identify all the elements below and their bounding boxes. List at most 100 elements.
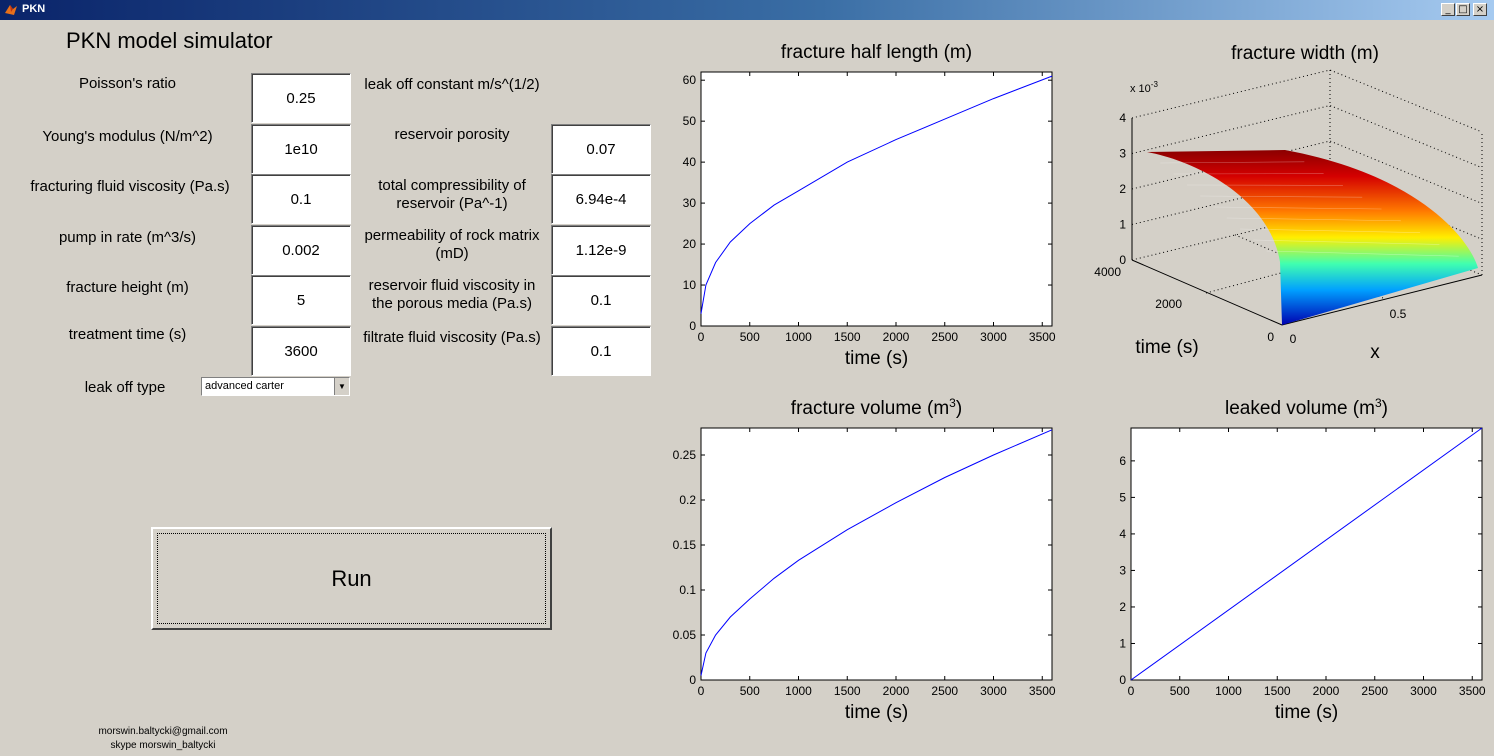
surface-mesh-line [1253, 239, 1440, 245]
x-tick-label: 3000 [980, 684, 1007, 698]
compressibility-input[interactable]: 6.94e-4 [551, 174, 651, 224]
time-tick-label: 4000 [1094, 265, 1121, 279]
y-tick-label: 1 [1119, 636, 1126, 650]
minimize-button[interactable]: _ [1441, 3, 1455, 16]
compressibility-label: total compressibility of reservoir (Pa^-… [352, 177, 552, 213]
compressibility-label-line2: reservoir (Pa^-1) [396, 195, 508, 212]
x-tick-label: 1500 [834, 330, 861, 344]
x-tick-label: 0 [1128, 684, 1135, 698]
x-tick-label: 3000 [1410, 684, 1437, 698]
chart-title: fracture half length (m) [781, 42, 972, 63]
fluid-viscosity-label: fracturing fluid viscosity (Pa.s) [30, 178, 230, 195]
window-title: PKN [22, 3, 46, 15]
pump-rate-label: pump in rate (m^3/s) [58, 229, 197, 246]
leakoff-type-value: advanced carter [205, 380, 284, 392]
filtrate-viscosity-input[interactable]: 0.1 [551, 326, 651, 376]
y-tick-label: 50 [683, 114, 697, 128]
surface-mesh-line [1160, 161, 1305, 164]
reservoir-viscosity-label: reservoir fluid viscosity in the porous … [352, 277, 552, 313]
leakoff-type-select[interactable]: advanced carter ▼ [201, 377, 350, 396]
y-tick-label: 2 [1119, 600, 1126, 614]
chart-title: fracture width (m) [1231, 43, 1379, 64]
series-line [700, 75, 1053, 314]
z-exponent-label: x 10-3 [1130, 80, 1158, 95]
x-tick-label: 500 [1170, 684, 1190, 698]
contact-skype: skype morswin_baltycki [110, 740, 216, 751]
series-line [1130, 427, 1483, 681]
chevron-down-icon[interactable]: ▼ [334, 378, 349, 395]
fracture-height-label: fracture height (m) [66, 279, 189, 296]
x-tick-label: 1000 [1215, 684, 1242, 698]
compressibility-label-line1: total compressibility of [378, 177, 526, 194]
youngs-modulus-input[interactable]: 1e10 [251, 124, 351, 174]
poisson-ratio-label: Poisson's ratio [78, 75, 177, 92]
contact-email: morswin.baltycki@gmail.com [98, 726, 228, 737]
surface-mesh-line [1266, 250, 1459, 257]
time-tick-label: 2000 [1155, 297, 1182, 311]
fracture-volume-chart: fracture volume (m3) 0 500 1000 1500 2000 2500… [673, 396, 1056, 723]
permeability-label-line2: (mD) [435, 245, 469, 262]
x-axis-label: time (s) [1275, 702, 1338, 723]
back-wall-top-edge [1131, 69, 1483, 133]
permeability-label: permeability of rock matrix (mD) [352, 227, 552, 263]
matlab-icon [5, 5, 17, 15]
series-line [700, 429, 1053, 676]
x-tick-label: 500 [740, 330, 760, 344]
y-tick-label: 30 [683, 196, 697, 210]
focus-rectangle [157, 533, 546, 624]
x-tick-label: 2000 [883, 330, 910, 344]
width-surface [1147, 150, 1478, 325]
x-tick-label: 3500 [1029, 330, 1056, 344]
leakoff-constant-label: leak off constant m/s^(1/2) [364, 76, 540, 93]
plot-area [700, 71, 1053, 327]
x-tick-label: 0 [1290, 332, 1297, 346]
treatment-time-input[interactable]: 3600 [251, 326, 351, 376]
reservoir-viscosity-input[interactable]: 0.1 [551, 275, 651, 325]
y-tick-label: 60 [683, 73, 697, 87]
fluid-viscosity-input[interactable]: 0.1 [251, 174, 351, 224]
fracture-height-input[interactable]: 5 [251, 275, 351, 325]
run-button[interactable]: Run [151, 527, 552, 630]
plot-area [700, 427, 1053, 681]
x-tick-label: 2500 [931, 684, 958, 698]
x-tick-label: 0 [698, 330, 705, 344]
x-tick-label: 2000 [883, 684, 910, 698]
x-tick-label: 1500 [1264, 684, 1291, 698]
reservoir-viscosity-label-line1: reservoir fluid viscosity in [368, 277, 536, 294]
x-tick-label: 3000 [980, 330, 1007, 344]
z-tick-label: 4 [1119, 111, 1126, 125]
reservoir-viscosity-label-line2: the porous media (Pa.s) [371, 295, 533, 312]
poisson-ratio-input[interactable]: 0.25 [251, 73, 351, 123]
x-tick-label: 2500 [931, 330, 958, 344]
x-tick-label: 1500 [834, 684, 861, 698]
pump-rate-input[interactable]: 0.002 [251, 225, 351, 275]
x-axis-label: time (s) [845, 348, 908, 369]
permeability-input[interactable]: 1.12e-9 [551, 225, 651, 275]
x-tick-label: 2000 [1313, 684, 1340, 698]
leakoff-type-label: leak off type [84, 379, 166, 396]
maximize-button[interactable]: □ [1456, 3, 1470, 16]
reservoir-porosity-label: reservoir porosity [394, 126, 510, 143]
y-tick-label: 0 [689, 673, 696, 687]
run-button-label: Run [331, 565, 372, 591]
youngs-modulus-label: Young's modulus (N/m^2) [42, 128, 213, 145]
y-tick-label: 0.15 [673, 538, 697, 552]
time-tick-label: 0 [1267, 330, 1274, 344]
y-tick-label: 0 [689, 319, 696, 333]
chart-title: fracture volume (m3) [791, 396, 962, 419]
surface-mesh-line [1226, 217, 1401, 222]
x-tick-label: 2500 [1361, 684, 1388, 698]
y-tick-label: 10 [683, 278, 697, 292]
x-tick-label: 3500 [1459, 684, 1486, 698]
close-button[interactable]: × [1473, 3, 1487, 16]
leaked-volume-chart: leaked volume (m3)0 500 1000 1500 2000 2500 30… [1119, 396, 1486, 723]
y-tick-label: 0 [1119, 673, 1126, 687]
surface-mesh-line [1213, 206, 1382, 210]
reservoir-porosity-input[interactable]: 0.07 [551, 124, 651, 174]
x-axis-label: x [1370, 342, 1380, 363]
y-tick-label: 0.05 [673, 628, 697, 642]
z-tick-label: 0 [1119, 253, 1126, 267]
surface-mesh-line [1200, 195, 1363, 198]
z-tick-label: 2 [1119, 182, 1126, 196]
